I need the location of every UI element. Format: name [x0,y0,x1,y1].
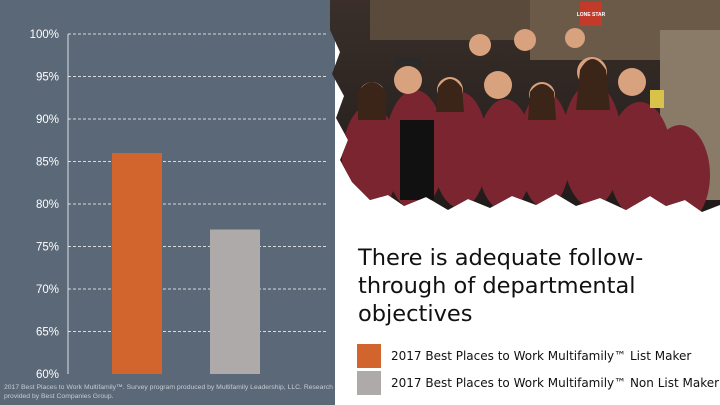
y-tick-label: 80% [36,199,59,211]
legend-label-non-list-maker: 2017 Best Places to Work Multifamily™ No… [391,376,720,390]
y-tick-label: 90% [36,114,59,126]
legend-swatch-list-maker [357,344,381,368]
team-photo: LONE STAR [330,0,720,230]
slide-title: There is adequate follow-through of depa… [358,245,644,327]
lone-star-sign: LONE STAR [577,12,606,18]
chart-panel: 60% 65% 70% 75% 80% 85% 90% 95% 100% [0,0,335,405]
y-tick-label: 95% [36,72,59,84]
team-photo-image: LONE STAR [330,0,720,212]
legend-swatch-non-list-maker [357,371,381,395]
bar-list-maker [112,153,162,374]
legend-item-non-list-maker: 2017 Best Places to Work Multifamily™ No… [357,370,719,396]
bar-non-list-maker [210,229,260,374]
y-tick-label: 75% [36,242,59,254]
source-note: 2017 Best Places to Work Multifamily™. S… [4,384,333,400]
y-tick-label: 85% [36,157,59,169]
legend-label-list-maker: 2017 Best Places to Work Multifamily™ Li… [391,349,692,363]
y-tick-label: 70% [36,284,59,296]
y-tick-label: 60% [36,369,59,381]
y-tick-label: 65% [36,327,59,339]
y-tick-label: 100% [30,29,59,41]
legend-item-list-maker: 2017 Best Places to Work Multifamily™ Li… [357,343,691,369]
bar-chart: 60% 65% 70% 75% 80% 85% 90% 95% 100% [30,29,328,381]
